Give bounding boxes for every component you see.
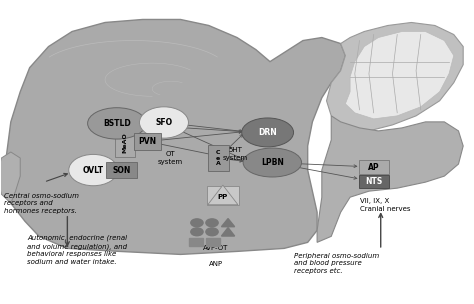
Ellipse shape: [242, 118, 293, 147]
Text: C
e
A: C e A: [216, 150, 220, 166]
Ellipse shape: [139, 107, 189, 138]
Text: NTS: NTS: [365, 177, 382, 186]
Text: Cranial nerves: Cranial nerves: [359, 206, 410, 212]
Text: LPBN: LPBN: [261, 158, 284, 167]
Bar: [206, 238, 219, 246]
Text: Peripheral osmo-sodium
and blood pressure
receptors etc.: Peripheral osmo-sodium and blood pressur…: [293, 253, 379, 274]
Ellipse shape: [69, 154, 118, 186]
Ellipse shape: [243, 148, 301, 177]
FancyBboxPatch shape: [134, 133, 161, 150]
FancyBboxPatch shape: [207, 186, 239, 205]
Text: SFO: SFO: [155, 118, 173, 127]
Polygon shape: [0, 152, 20, 203]
Text: AP: AP: [368, 163, 380, 171]
Ellipse shape: [88, 108, 146, 139]
Text: PP: PP: [218, 194, 228, 200]
Text: PVN: PVN: [138, 137, 156, 146]
Polygon shape: [346, 32, 454, 119]
Text: ANP: ANP: [209, 261, 223, 267]
Text: Autonomic, endocrine (renal
and volume regulation), and
behavioral responses lik: Autonomic, endocrine (renal and volume r…: [27, 235, 128, 264]
FancyBboxPatch shape: [107, 162, 137, 178]
Polygon shape: [317, 116, 463, 242]
Circle shape: [191, 228, 203, 236]
Polygon shape: [327, 22, 463, 131]
Text: VII, IX, X: VII, IX, X: [359, 198, 389, 204]
Text: SON: SON: [112, 166, 131, 174]
Text: MeAO: MeAO: [123, 132, 128, 153]
Text: AVP-OT: AVP-OT: [203, 245, 228, 251]
Text: OT
system: OT system: [157, 151, 182, 164]
Text: Central osmo-sodium
receptors and
hormones receptors.: Central osmo-sodium receptors and hormon…: [4, 193, 79, 214]
Polygon shape: [6, 19, 346, 254]
Polygon shape: [208, 185, 238, 205]
FancyBboxPatch shape: [116, 128, 135, 157]
Circle shape: [191, 219, 203, 227]
Text: 5HT
system: 5HT system: [223, 147, 248, 161]
Text: OVLT: OVLT: [83, 166, 104, 174]
Bar: [190, 238, 202, 246]
Polygon shape: [221, 219, 235, 227]
FancyBboxPatch shape: [358, 175, 389, 188]
Text: BSTLD: BSTLD: [103, 119, 131, 128]
Text: DRN: DRN: [258, 128, 277, 137]
FancyBboxPatch shape: [208, 145, 228, 171]
FancyBboxPatch shape: [358, 161, 389, 174]
Circle shape: [206, 219, 218, 227]
Polygon shape: [221, 228, 235, 236]
Circle shape: [206, 228, 218, 236]
